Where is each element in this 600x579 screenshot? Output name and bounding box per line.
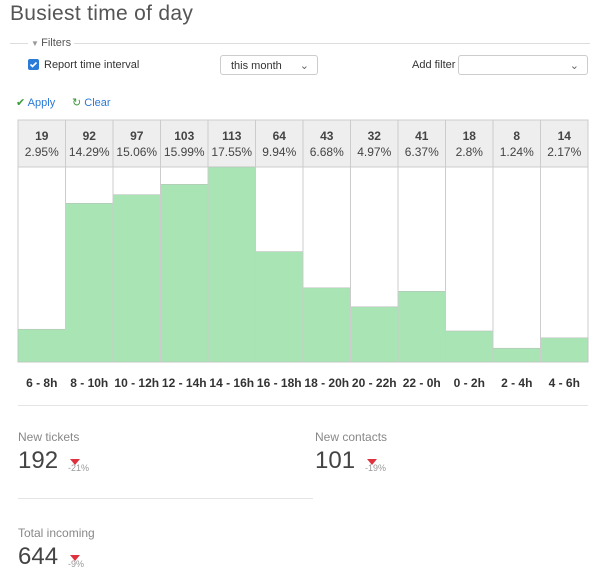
apply-link[interactable]: ✔ Apply bbox=[16, 97, 56, 109]
divider bbox=[18, 498, 313, 499]
add-filter-select[interactable]: ⌄ bbox=[458, 55, 588, 75]
x-tick-label: 4 - 6h bbox=[549, 376, 580, 390]
clear-text: Clear bbox=[84, 97, 111, 109]
x-tick-label: 6 - 8h bbox=[26, 376, 57, 390]
x-tick-label: 8 - 10h bbox=[70, 376, 108, 390]
x-tick-label: 22 - 0h bbox=[403, 376, 441, 390]
share-label: 17.55% bbox=[211, 145, 252, 159]
bar bbox=[65, 202, 114, 363]
filter-label: Report time interval bbox=[44, 59, 140, 71]
bar bbox=[255, 251, 304, 363]
share-label: 14.29% bbox=[69, 145, 110, 159]
stat-label: Total incoming bbox=[18, 526, 95, 540]
x-tick-label: 14 - 16h bbox=[209, 376, 254, 390]
bar bbox=[302, 287, 351, 363]
x-tick-label: 18 - 20h bbox=[304, 376, 349, 390]
stat-change: -21% bbox=[68, 463, 90, 473]
down-arrow bbox=[70, 548, 81, 566]
chart: 19 2.95% 6 - 8h 92 14.29% 8 - 10h 97 15.06% 10 -… bbox=[17, 119, 589, 390]
share-label: 15.06% bbox=[116, 145, 157, 159]
stat-change: -9% bbox=[68, 559, 85, 569]
add-filter-label: Add filter bbox=[412, 59, 456, 71]
clear-link[interactable]: ↻ Clear bbox=[72, 97, 111, 109]
share-label: 4.97% bbox=[357, 145, 391, 159]
stat-value: 101 bbox=[315, 447, 356, 474]
count-label: 19 bbox=[35, 129, 49, 143]
bar bbox=[207, 166, 256, 363]
share-label: 1.24% bbox=[500, 145, 534, 159]
count-label: 103 bbox=[174, 129, 194, 143]
share-label: 9.94% bbox=[262, 145, 296, 159]
count-label: 92 bbox=[83, 129, 97, 143]
count-label: 64 bbox=[273, 129, 287, 143]
share-label: 6.68% bbox=[310, 145, 344, 159]
apply-text: Apply bbox=[27, 97, 56, 109]
bar bbox=[540, 337, 589, 363]
x-tick-label: 10 - 12h bbox=[114, 376, 159, 390]
x-tick-label: 0 - 2h bbox=[454, 376, 485, 390]
page-title: Busiest time of day bbox=[10, 2, 194, 25]
share-label: 2.17% bbox=[547, 145, 581, 159]
x-tick-label: 20 - 22h bbox=[352, 376, 397, 390]
period-value: this month bbox=[231, 60, 282, 72]
bar bbox=[112, 194, 161, 363]
down-arrow bbox=[367, 452, 378, 470]
filters-legend-text: Filters bbox=[41, 37, 72, 49]
stat-label: New tickets bbox=[18, 430, 80, 444]
share-label: 2.8% bbox=[456, 145, 484, 159]
count-label: 43 bbox=[320, 129, 334, 143]
bar bbox=[397, 290, 446, 363]
bar bbox=[445, 330, 494, 363]
share-label: 6.37% bbox=[405, 145, 439, 159]
stat-value: 192 bbox=[18, 447, 59, 474]
bar bbox=[350, 306, 399, 363]
bar bbox=[492, 347, 541, 363]
x-tick-label: 12 - 14h bbox=[162, 376, 207, 390]
count-label: 97 bbox=[130, 129, 144, 143]
count-label: 18 bbox=[463, 129, 477, 143]
stat-label: New contacts bbox=[315, 430, 388, 444]
count-label: 113 bbox=[222, 129, 242, 143]
x-tick-label: 16 - 18h bbox=[257, 376, 302, 390]
divider bbox=[18, 405, 588, 406]
count-label: 41 bbox=[415, 129, 429, 143]
bar bbox=[160, 184, 209, 363]
share-label: 2.95% bbox=[25, 145, 59, 159]
count-label: 8 bbox=[513, 129, 520, 143]
x-tick-label: 2 - 4h bbox=[501, 376, 532, 390]
stat-change: -19% bbox=[365, 463, 387, 473]
share-label: 15.99% bbox=[164, 145, 205, 159]
bar bbox=[17, 328, 66, 363]
stat-value: 644 bbox=[18, 543, 59, 570]
count-label: 14 bbox=[558, 129, 572, 143]
fieldset-line bbox=[10, 43, 590, 44]
count-label: 32 bbox=[368, 129, 382, 143]
down-arrow bbox=[70, 452, 81, 470]
filters-legend[interactable]: ▼ Filters bbox=[28, 37, 75, 49]
period-select[interactable]: this month ⌄ bbox=[220, 55, 318, 75]
checkbox[interactable] bbox=[28, 59, 39, 70]
